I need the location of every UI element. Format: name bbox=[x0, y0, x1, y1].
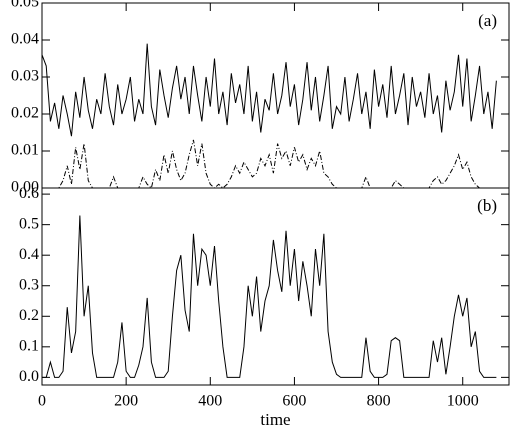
y-tick-label: 0.0 bbox=[19, 368, 39, 385]
panel-label: (a) bbox=[478, 11, 497, 30]
y-tick-label: 0.02 bbox=[11, 105, 39, 122]
x-tick-label: 1000 bbox=[447, 393, 479, 410]
x-tick-label: 200 bbox=[114, 393, 138, 410]
plot-frame bbox=[41, 187, 510, 386]
y-tick-label: 0.4 bbox=[19, 246, 39, 263]
panel-label: (b) bbox=[477, 196, 497, 215]
y-tick-label: 0.6 bbox=[19, 185, 39, 202]
y-tick-label: 0.04 bbox=[11, 31, 39, 48]
series-line bbox=[42, 139, 497, 189]
series-line bbox=[41, 43, 497, 137]
y-tick-label: 0.00 bbox=[11, 179, 39, 196]
y-tick-label: 0.03 bbox=[11, 68, 39, 85]
x-axis-label: time bbox=[260, 410, 290, 429]
y-tick-label: 0.1 bbox=[19, 337, 39, 354]
x-tick-label: 600 bbox=[282, 393, 306, 410]
y-tick-label: 0.05 bbox=[11, 0, 39, 11]
x-tick-label: 800 bbox=[367, 393, 391, 410]
x-tick-label: 400 bbox=[198, 393, 222, 410]
y-tick-label: 0.2 bbox=[19, 307, 39, 324]
y-tick-label: 0.5 bbox=[19, 215, 39, 232]
series-line bbox=[42, 215, 497, 378]
x-tick-label: 0 bbox=[38, 393, 46, 410]
y-tick-label: 0.01 bbox=[11, 142, 39, 159]
y-tick-label: 0.3 bbox=[19, 276, 39, 293]
